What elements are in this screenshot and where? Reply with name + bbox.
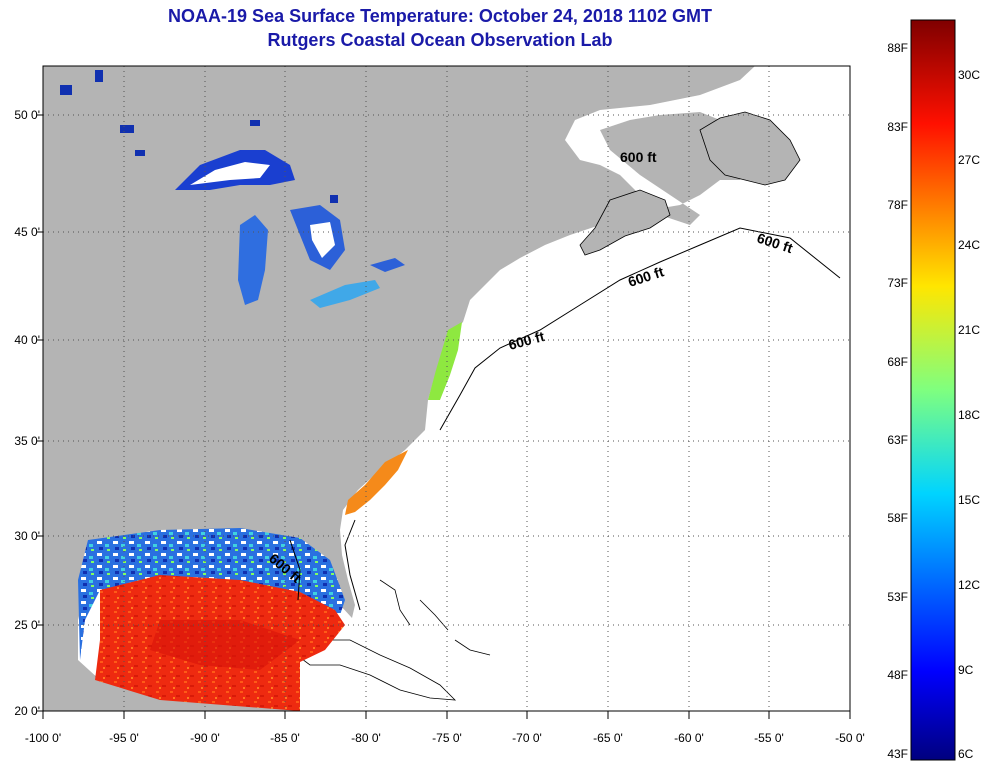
north-america-land [43, 66, 755, 711]
lon-label: -65 0' [593, 731, 623, 745]
lon-label: -50 0' [835, 731, 865, 745]
map-subtitle: Rutgers Coastal Ocean Observation Lab [267, 30, 613, 50]
nova-scotia-land [579, 189, 671, 256]
colorbar-c-label: 15C [958, 493, 981, 507]
colorbar-f-label: 43F [887, 747, 908, 761]
southeast-coast-sst [345, 450, 408, 515]
map-title: NOAA-19 Sea Surface Temperature: October… [168, 6, 712, 26]
colorbar-f-label: 73F [887, 276, 908, 290]
lon-label: -95 0' [109, 731, 139, 745]
lat-label: 35 0' [14, 434, 40, 448]
lon-label: -60 0' [674, 731, 704, 745]
colorbar-c-label: 21C [958, 323, 981, 337]
isobath-600ft-line [289, 227, 841, 611]
northern-lakes [60, 70, 338, 203]
colorbar-f-label: 88F [887, 41, 908, 55]
colorbar-f-label: 83F [887, 120, 908, 134]
lon-label: -75 0' [432, 731, 462, 745]
colorbar-f-label: 53F [887, 590, 908, 604]
colorbar-f-label: 68F [887, 355, 908, 369]
colorbar-f-label: 58F [887, 511, 908, 525]
contour-label-600ft: 600 ft [620, 149, 657, 165]
delmarva-coastal-sst [428, 322, 462, 400]
lon-label: -80 0' [351, 731, 381, 745]
lake-huron-ice [310, 222, 335, 258]
lat-label: 45 0' [14, 225, 40, 239]
lake-erie [310, 280, 380, 308]
lat-label: 25 0' [14, 618, 40, 632]
lon-label: -85 0' [270, 731, 300, 745]
lat-label: 30 0' [14, 529, 40, 543]
lon-label: -70 0' [512, 731, 542, 745]
lake-ontario [370, 258, 405, 272]
lake-michigan [238, 215, 268, 305]
colorbar-c-label: 30C [958, 68, 981, 82]
newfoundland-land [699, 111, 801, 186]
gulf-warm-core-deep [150, 620, 300, 670]
lon-label: -100 0' [24, 731, 62, 745]
lat-label: 50 0' [14, 108, 40, 122]
cuba-land [289, 639, 457, 701]
gulf-cool-band [78, 528, 345, 660]
colorbar-c-label: 18C [958, 408, 981, 422]
colorbar-f-label: 48F [887, 668, 908, 682]
lake-superior-ice [190, 162, 270, 185]
lat-label: 20 0' [14, 704, 40, 718]
lon-label: -55 0' [754, 731, 784, 745]
colorbar-c-label: 12C [958, 578, 981, 592]
lat-label: 40 0' [14, 333, 40, 347]
lon-label: -90 0' [190, 731, 220, 745]
colorbar-c-label: 24C [958, 238, 981, 252]
colorbar-f-label: 63F [887, 433, 908, 447]
colorbar-c-label: 27C [958, 153, 981, 167]
colorbar-f-label: 78F [887, 198, 908, 212]
colorbar-c-label: 6C [958, 747, 974, 761]
axis-ticks [37, 114, 851, 719]
colorbar-c-label: 9C [958, 663, 974, 677]
temperature-colorbar [910, 19, 956, 761]
